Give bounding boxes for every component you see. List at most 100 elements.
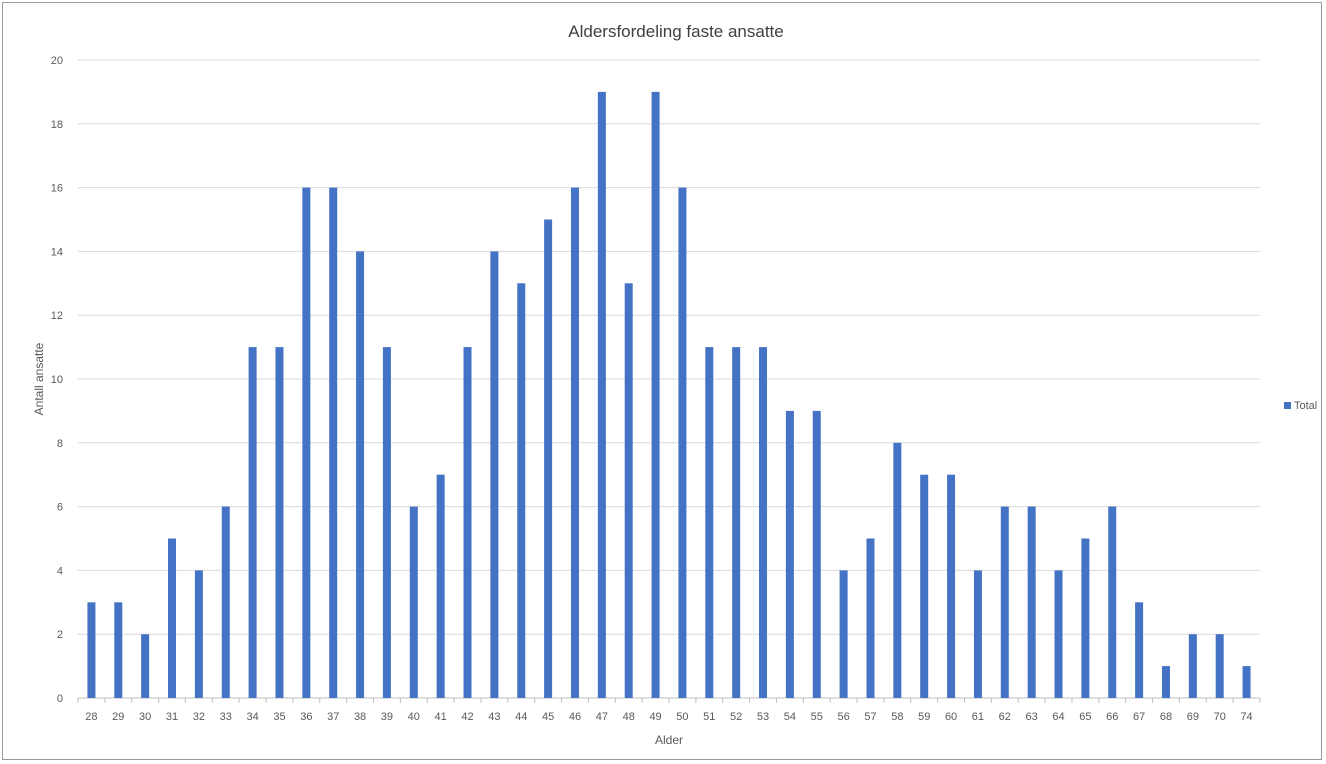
bar-57 (866, 538, 875, 698)
x-tick-label: 40 (408, 711, 420, 723)
x-tick-label: 51 (703, 711, 715, 723)
bar-34 (248, 347, 257, 698)
gridlines (78, 59, 1260, 635)
x-tick-label: 34 (246, 711, 258, 723)
bar-44 (517, 283, 526, 698)
chart-title: Aldersfordeling faste ansatte (568, 22, 783, 41)
bar-58 (893, 442, 902, 698)
x-tick-label: 65 (1079, 711, 1091, 723)
y-axis-title: Antall ansatte (32, 342, 46, 415)
x-tick-label: 43 (488, 711, 500, 723)
bar-31 (168, 538, 177, 698)
bar-33 (221, 506, 230, 698)
x-tick-label: 47 (596, 711, 608, 723)
bar-36 (302, 187, 311, 698)
bar-60 (947, 474, 956, 698)
y-tick-label: 16 (51, 183, 63, 195)
x-tick-label: 48 (623, 711, 635, 723)
x-tick-label: 58 (891, 711, 903, 723)
x-tick-label: 52 (730, 711, 742, 723)
x-tick-label: 42 (461, 711, 473, 723)
x-tick-label: 28 (85, 711, 97, 723)
bar-30 (141, 634, 150, 698)
bar-70 (1215, 634, 1224, 698)
y-tick-label: 18 (51, 119, 63, 131)
x-tick-label: 57 (864, 711, 876, 723)
y-axis-ticks: 0 2 4 6 8 10 12 14 16 18 20 (51, 55, 63, 705)
y-tick-label: 4 (57, 565, 63, 577)
x-tick-label: 63 (1026, 711, 1038, 723)
x-tick-label: 61 (972, 711, 984, 723)
bar-46 (570, 187, 579, 698)
y-tick-label: 0 (57, 693, 63, 705)
y-tick-label: 20 (51, 55, 63, 67)
y-tick-label: 14 (51, 246, 63, 258)
bar-39 (382, 347, 391, 698)
x-tick-label: 70 (1214, 711, 1226, 723)
bar-32 (194, 570, 203, 698)
bar-51 (705, 347, 714, 698)
x-tick-label: 29 (112, 711, 124, 723)
bar-45 (544, 219, 553, 698)
x-tick-label: 35 (273, 711, 285, 723)
x-tick-label: 66 (1106, 711, 1118, 723)
bar-67 (1135, 602, 1144, 698)
y-tick-label: 2 (57, 629, 63, 641)
bar-29 (114, 602, 123, 698)
legend: Total (1284, 400, 1317, 412)
legend-label-total: Total (1294, 400, 1317, 412)
bar-43 (490, 251, 499, 698)
bar-41 (436, 474, 445, 698)
bar-28 (87, 602, 96, 698)
x-tick-label: 60 (945, 711, 957, 723)
x-tick-label: 38 (354, 711, 366, 723)
bar-66 (1108, 506, 1117, 698)
bar-64 (1054, 570, 1063, 698)
bar-65 (1081, 538, 1090, 698)
bar-49 (651, 91, 660, 698)
bar-63 (1027, 506, 1036, 698)
x-tick-label: 53 (757, 711, 769, 723)
x-tick-label: 50 (676, 711, 688, 723)
x-axis-title: Alder (655, 733, 683, 747)
x-tick-label: 54 (784, 711, 796, 723)
y-tick-label: 8 (57, 438, 63, 450)
bar-40 (409, 506, 418, 698)
bar-50 (678, 187, 687, 698)
bar-55 (812, 410, 821, 698)
bar-54 (785, 410, 794, 698)
x-tick-label: 68 (1160, 711, 1172, 723)
x-tick-label: 37 (327, 711, 339, 723)
bar-56 (839, 570, 848, 698)
bars (87, 91, 1251, 698)
legend-swatch-total (1284, 402, 1291, 409)
x-tick-label: 44 (515, 711, 527, 723)
x-tick-label: 30 (139, 711, 151, 723)
bar-37 (329, 187, 338, 698)
bar-48 (624, 283, 633, 698)
bar-59 (920, 474, 929, 698)
bar-69 (1188, 634, 1197, 698)
x-tick-label: 67 (1133, 711, 1145, 723)
x-tick-label: 46 (569, 711, 581, 723)
x-tick-label: 33 (220, 711, 232, 723)
bar-74 (1242, 666, 1251, 698)
x-tick-label: 49 (649, 711, 661, 723)
x-tick-label: 55 (811, 711, 823, 723)
bar-61 (973, 570, 982, 698)
x-tick-label: 31 (166, 711, 178, 723)
bar-52 (732, 347, 741, 698)
x-tick-label: 69 (1187, 711, 1199, 723)
y-tick-label: 6 (57, 502, 63, 514)
x-tick-label: 74 (1240, 711, 1252, 723)
bar-35 (275, 347, 284, 698)
x-axis-ticks: 28 29 30 31 32 33 34 35 36 37 38 39 40 41 42 43 44 45 46 47… (77, 698, 1261, 723)
x-tick-label: 56 (837, 711, 849, 723)
x-tick-label: 41 (435, 711, 447, 723)
x-tick-label: 32 (193, 711, 205, 723)
x-tick-label: 45 (542, 711, 554, 723)
bar-47 (597, 91, 606, 698)
x-tick-label: 62 (999, 711, 1011, 723)
bar-42 (463, 347, 472, 698)
